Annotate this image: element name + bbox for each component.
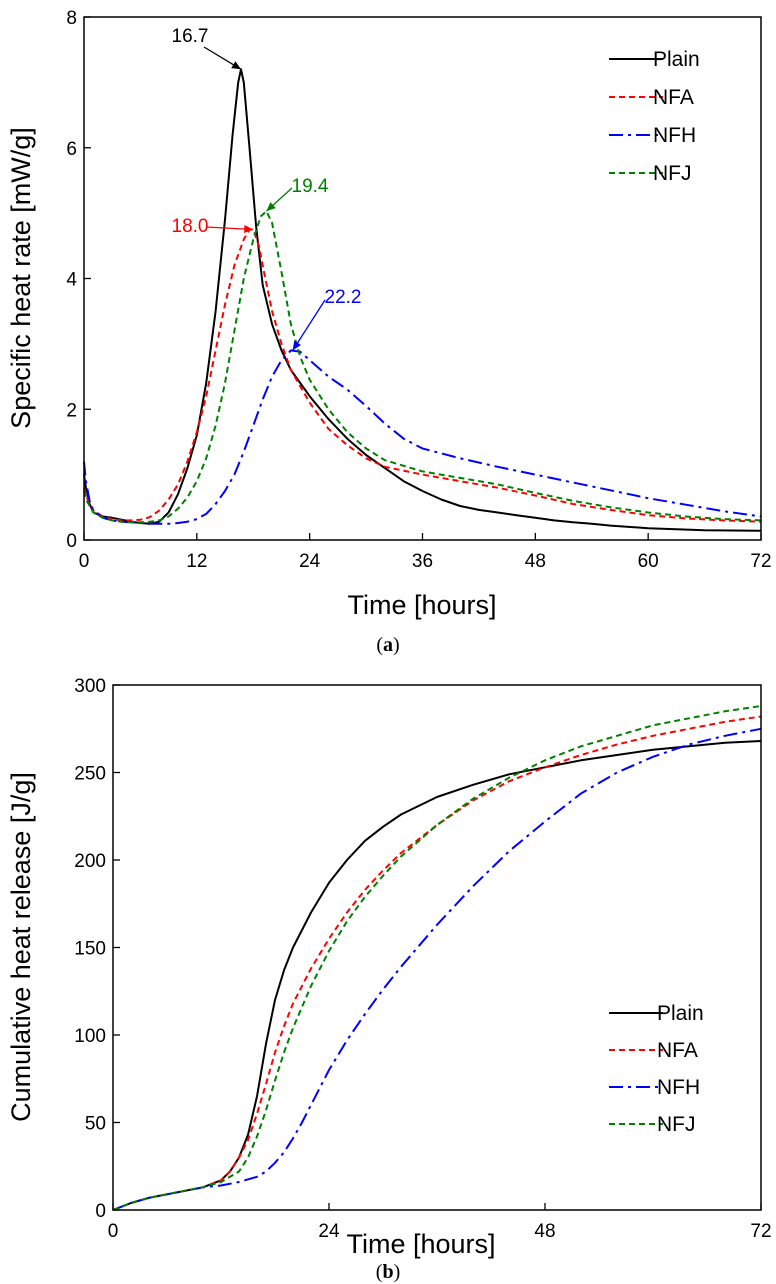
chart-b-legend-label-plain: Plain	[657, 1002, 704, 1025]
chart-a-ytick-label: 4	[66, 270, 77, 291]
chart-b-xlabel: Time [hours]	[346, 1229, 495, 1259]
chart-a-series-nfh	[83, 349, 762, 525]
chart-b-xtick-label: 72	[750, 1221, 771, 1242]
chart-b-ytick-label: 250	[74, 764, 106, 785]
chart-a-ytick-label: 6	[66, 139, 77, 160]
chart-a-peak-arrow-nfh	[292, 299, 326, 351]
chart-b-yticks: 0 50 100 150 200 250 300	[74, 676, 120, 1222]
chart-a-annotations: 16.7 18.0 19.4 22.2	[172, 26, 362, 351]
chart-a-legend-label-nfa: NFA	[653, 86, 694, 109]
chart-a-xtick-label: 72	[750, 551, 771, 572]
chart-b-xtick-label: 48	[534, 1221, 555, 1242]
chart-a-peak-arrowhead-nfj	[266, 202, 276, 212]
chart-a-xticks: 0 12 24 36 48 60 72	[79, 533, 772, 572]
chart-a-plot-frame	[83, 16, 762, 541]
chart-b-series-nfh	[112, 727, 762, 1211]
chart-a-series-layer	[83, 68, 762, 532]
chart-b-legend-label-nfh: NFH	[657, 1076, 700, 1099]
chart-a-legend-label-plain: Plain	[653, 48, 700, 71]
chart-b-ytick-label: 200	[74, 851, 106, 872]
chart-a-xtick-label: 12	[186, 551, 207, 572]
chart-b-ytick-label: 100	[74, 1026, 106, 1047]
chart-b-legend: Plain NFA NFH NFJ	[609, 1002, 704, 1136]
chart-b-xtick-label: 24	[318, 1221, 340, 1242]
chart-a-peak-arrowhead-nfa	[244, 225, 254, 233]
chart-a-ylabel: Specific heat rate [mW/g]	[6, 127, 36, 429]
chart-b-xticks: 0 24 48 72	[108, 1203, 772, 1242]
chart-b-ytick-label: 150	[74, 939, 106, 960]
chart-b-ytick-label: 300	[74, 676, 106, 697]
chart-a-peak-label-nfh: 22.2	[325, 287, 362, 308]
chart-b-legend-label-nfa: NFA	[657, 1039, 698, 1062]
chart-a-ytick-label: 8	[66, 8, 77, 29]
chart-b-ylabel: Cumulative heat release [J/g]	[6, 772, 36, 1122]
chart-a-xtick-label: 60	[638, 551, 659, 572]
chart-b-caption: (b)	[376, 1261, 400, 1283]
chart-a-peak-arrowhead-nfh	[292, 340, 301, 351]
chart-b-plot-frame	[112, 684, 762, 1211]
chart-a-ytick-label: 2	[66, 400, 77, 421]
chart-a-series-nfa	[83, 228, 762, 523]
chart-b-series-plain	[112, 740, 762, 1211]
chart-a-peak-label-nfa: 18.0	[172, 216, 209, 237]
chart-b-ytick-label: 50	[85, 1114, 106, 1135]
chart-a-xtick-label: 24	[299, 551, 321, 572]
chart-b-series-layer	[112, 705, 762, 1211]
chart-a-xtick-label: 0	[79, 551, 90, 572]
chart-a-xtick-label: 48	[525, 551, 546, 572]
chart-a-peak-label-nfj: 19.4	[292, 176, 329, 197]
chart-b-ytick-label: 0	[95, 1201, 106, 1222]
chart-a-ytick-label: 0	[66, 531, 77, 552]
chart-a-legend-label-nfj: NFJ	[653, 162, 692, 185]
chart-a-peak-label-plain: 16.7	[172, 26, 209, 47]
chart-b-series-nfj	[112, 705, 762, 1211]
chart-a-caption: (a)	[376, 634, 399, 656]
chart-a-legend: Plain NFA NFH NFJ	[609, 48, 700, 185]
chart-b-xtick-label: 0	[108, 1221, 119, 1242]
chart-a-yticks: 0 2 4 6 8	[66, 8, 91, 552]
chart-b-legend-label-nfj: NFJ	[657, 1113, 696, 1136]
chart-a-legend-label-nfh: NFH	[653, 124, 696, 147]
chart-a-xlabel: Time [hours]	[347, 590, 496, 620]
chart-a-series-nfj	[83, 210, 762, 524]
chart-a-peak-arrowhead-plain	[231, 61, 242, 70]
chart-a-xtick-label: 36	[412, 551, 433, 572]
